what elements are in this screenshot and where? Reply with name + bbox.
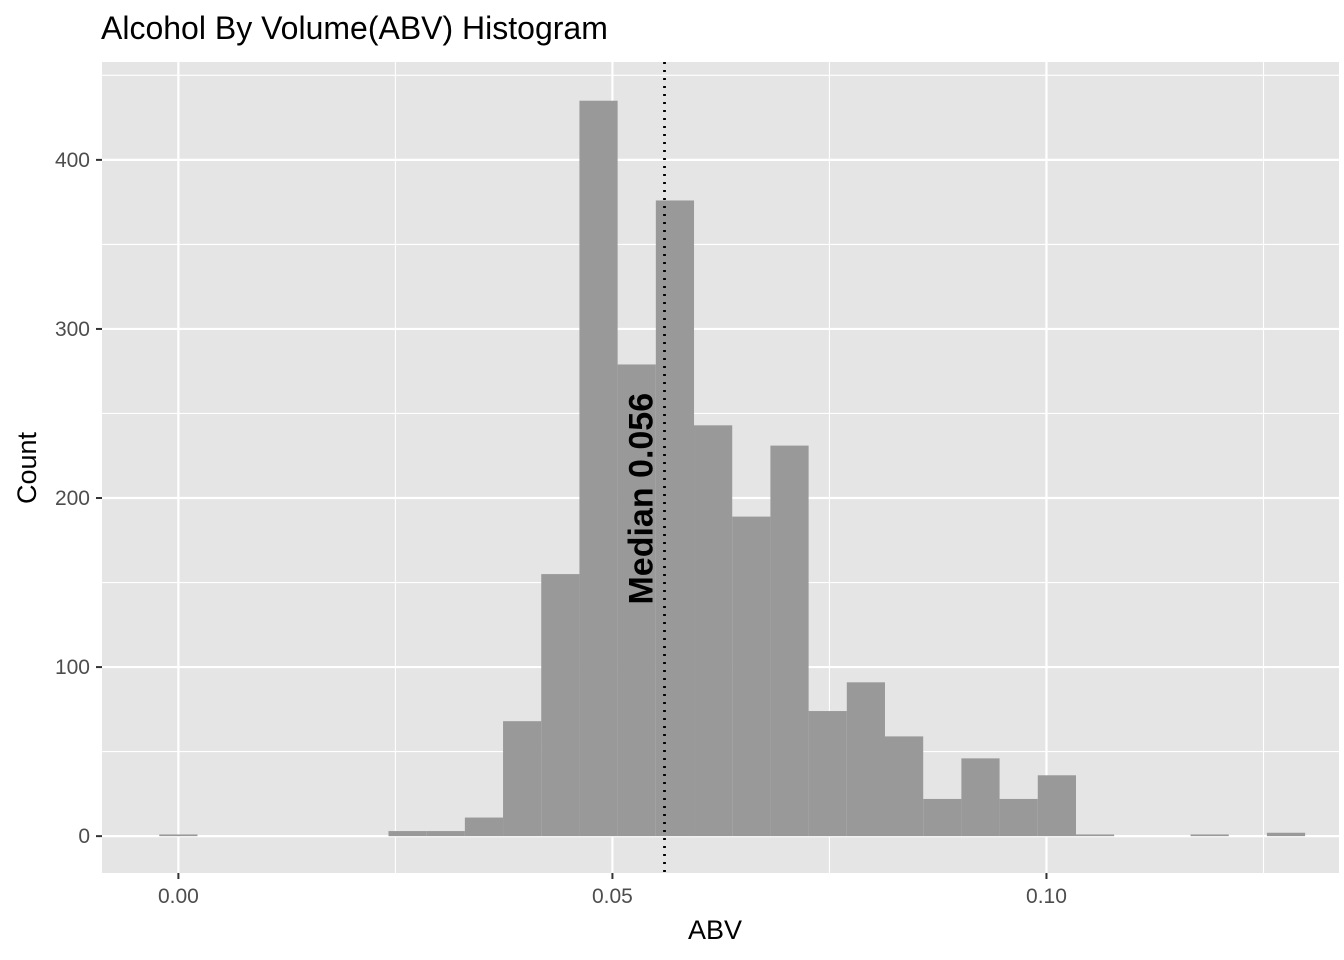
histogram-bar (1075, 834, 1115, 837)
y-tick-label: 300 (55, 318, 90, 341)
histogram-bar (426, 831, 465, 837)
histogram-bar (732, 516, 771, 837)
histogram-bar (1190, 834, 1229, 837)
y-axis-title: Count (12, 431, 42, 504)
histogram-bar (1266, 832, 1306, 837)
histogram-bar (999, 798, 1038, 837)
histogram-bar (808, 711, 847, 837)
histogram-bar (846, 682, 885, 837)
x-tick-label: 0.05 (592, 885, 633, 908)
histogram-bar (464, 817, 504, 837)
x-axis-ticks: 0.00 0.05 0.10 (158, 873, 1067, 908)
x-tick-label: 0.00 (158, 885, 199, 908)
histogram-bars (159, 100, 1306, 837)
y-tick-label: 400 (55, 149, 90, 172)
histogram-bar (617, 364, 656, 837)
histogram-bar (579, 100, 618, 837)
histogram-bar (1037, 775, 1076, 837)
x-axis-title: ABV (688, 915, 742, 945)
histogram-bar (655, 200, 695, 837)
histogram-bar (503, 721, 542, 837)
histogram-bar (770, 445, 809, 837)
y-tick-label: 100 (55, 656, 90, 679)
chart-title: Alcohol By Volume(ABV) Histogram (101, 10, 608, 46)
x-tick-label: 0.10 (1026, 885, 1067, 908)
histogram-bar (923, 798, 962, 837)
histogram-bar (541, 574, 580, 837)
y-tick-label: 0 (78, 825, 90, 848)
histogram-bar (961, 758, 1000, 837)
y-axis-ticks: 0 100 200 300 400 (55, 149, 102, 848)
y-tick-label: 200 (55, 487, 90, 510)
histogram-bar (159, 834, 198, 837)
histogram-bar (388, 831, 427, 837)
median-label: Median 0.056 (623, 393, 661, 605)
histogram-bar (694, 425, 733, 837)
histogram-bar (884, 736, 924, 837)
